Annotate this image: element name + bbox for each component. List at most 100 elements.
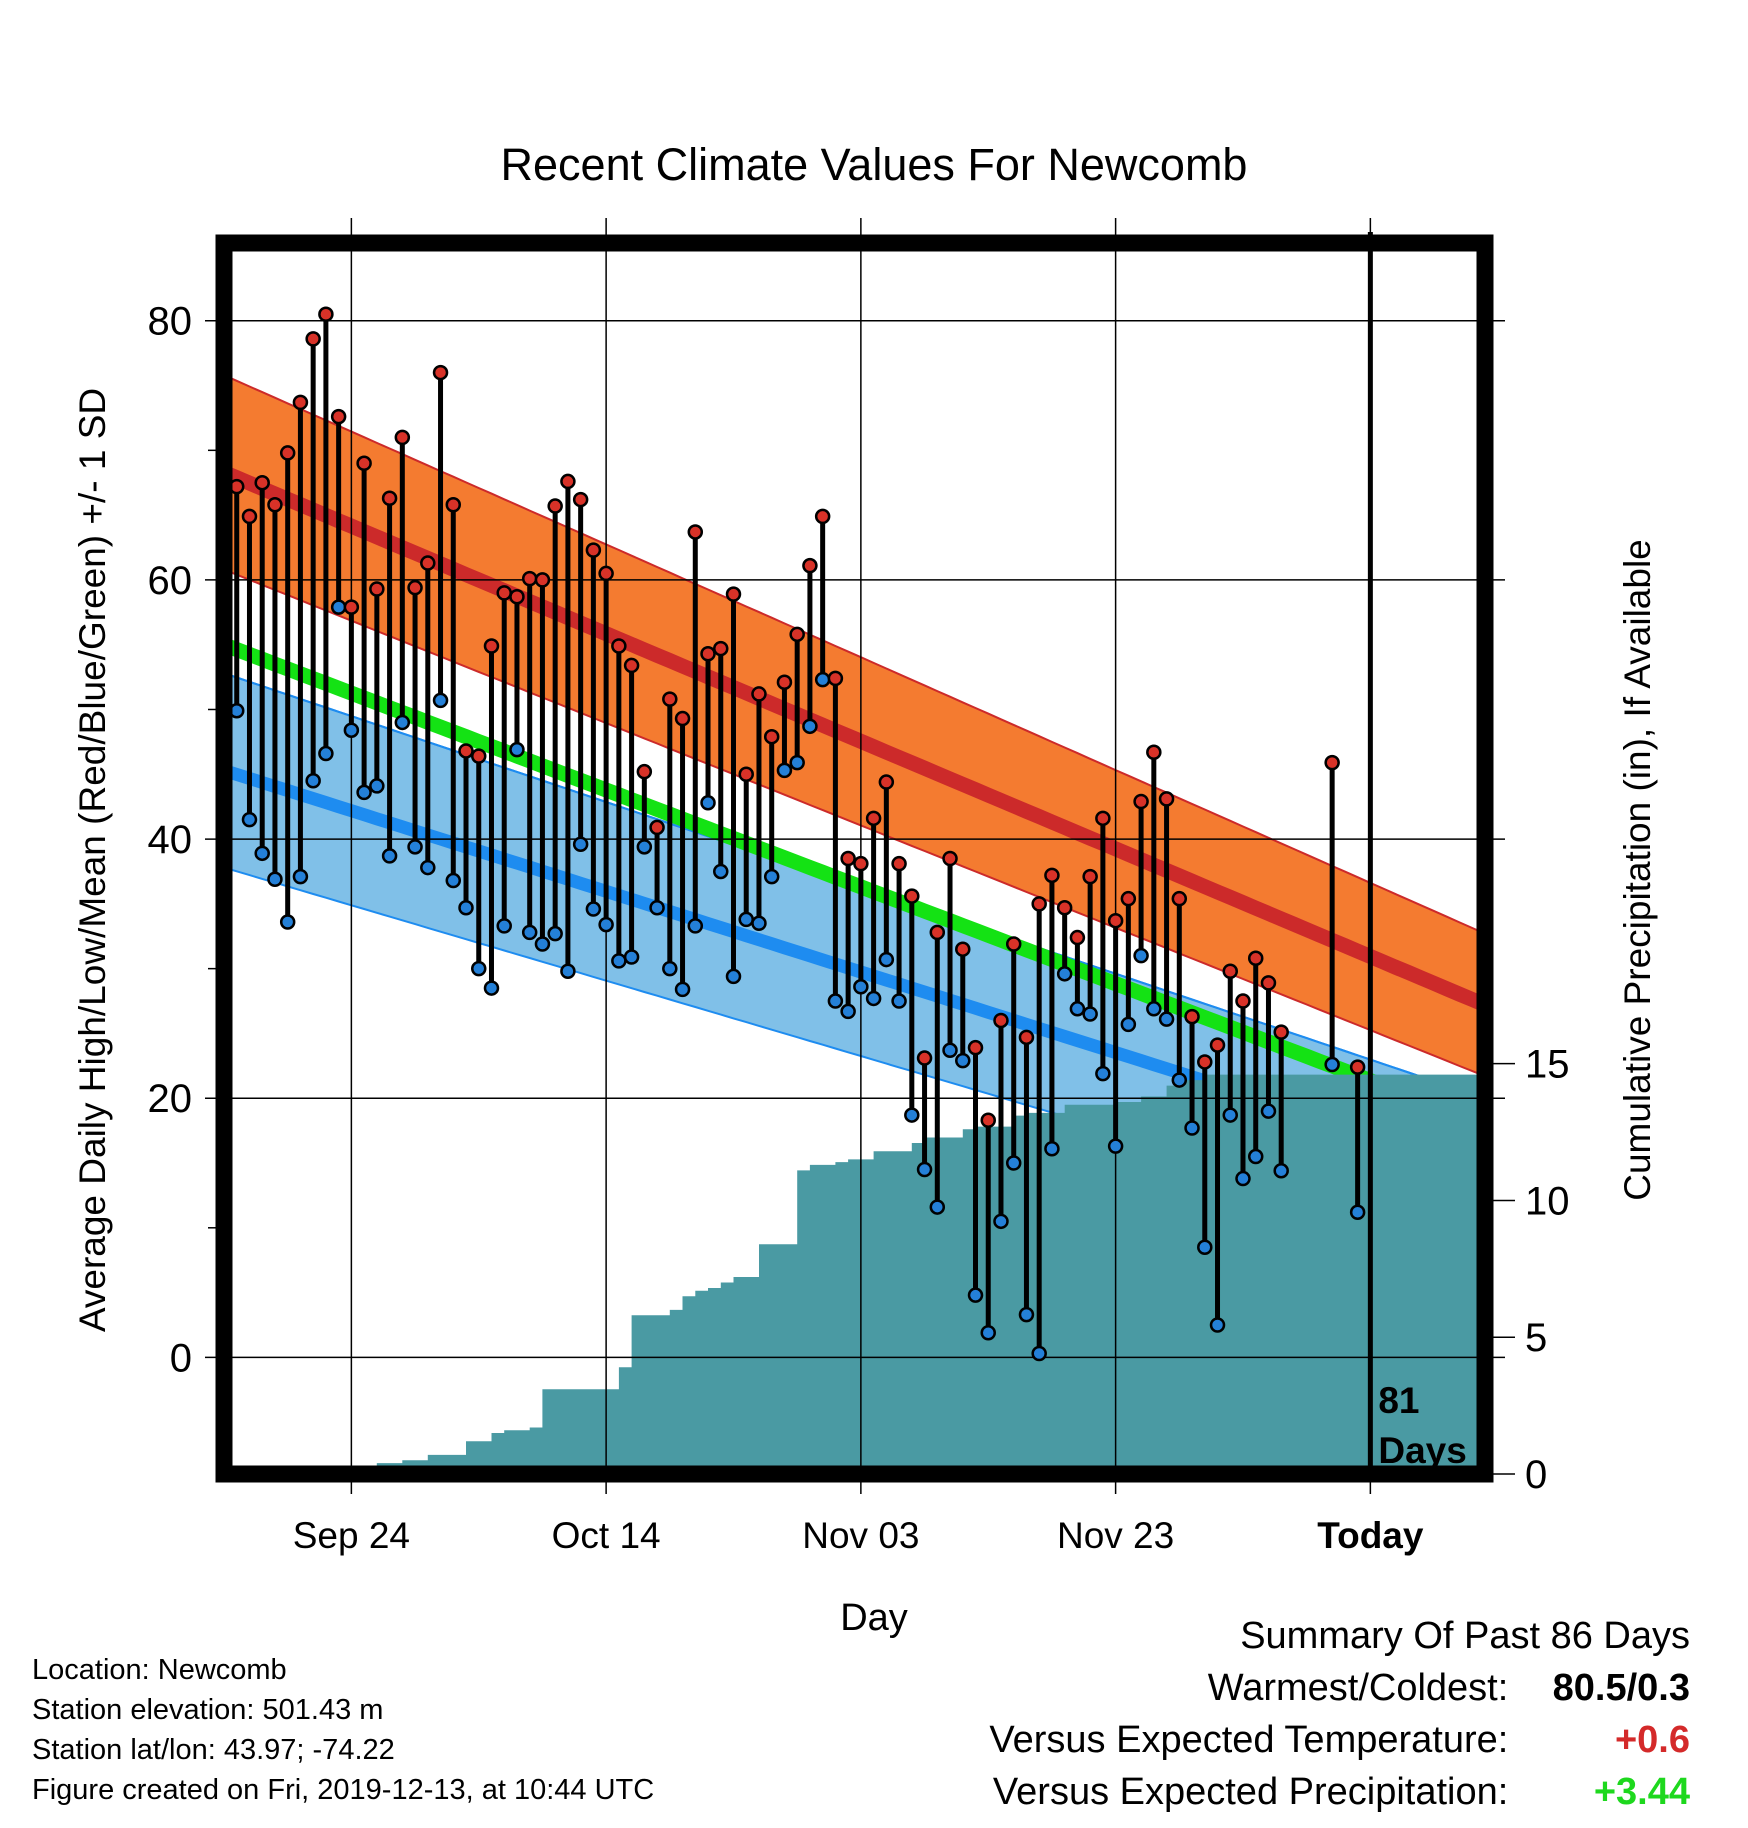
y-tick-label: 40 (148, 818, 193, 862)
low-point (1324, 1056, 1340, 1073)
low-point (623, 949, 640, 965)
low-point (713, 863, 729, 880)
high-point (814, 508, 831, 525)
summary-heading: Summary Of Past 86 Days (1240, 1615, 1690, 1657)
high-point (496, 585, 512, 601)
high-point (458, 743, 474, 759)
low-point (776, 762, 793, 779)
low-point (534, 936, 551, 952)
high-point (420, 555, 436, 571)
high-point (267, 496, 283, 513)
low-point (572, 836, 589, 852)
high-point (980, 1112, 996, 1128)
x-axis-label: Day (840, 1597, 908, 1639)
high-point (470, 748, 487, 764)
high-point (611, 638, 627, 654)
low-point (1273, 1163, 1289, 1179)
high-point (1209, 1037, 1226, 1053)
high-point (636, 763, 653, 780)
low-point (916, 1161, 933, 1178)
high-point (967, 1039, 984, 1056)
high-point (1158, 791, 1175, 807)
high-point (547, 498, 563, 514)
high-point (942, 850, 958, 867)
high-point (254, 474, 270, 491)
y-axis-label: Average Daily High/Low/Mean (Red/Blue/Gr… (72, 388, 113, 1332)
summary-warmest-label: Warmest/Coldest: (1207, 1667, 1509, 1709)
high-point (700, 646, 716, 662)
low-point (1044, 1141, 1060, 1157)
high-point (318, 306, 334, 323)
high-point (1146, 744, 1162, 760)
low-point (254, 845, 270, 862)
low-point (763, 868, 780, 885)
high-point (1133, 793, 1149, 810)
high-point (483, 638, 500, 654)
high-point (1197, 1054, 1213, 1070)
y2-tick-label: 15 (1525, 1043, 1570, 1087)
high-point (1018, 1029, 1035, 1046)
low-point (1146, 1001, 1162, 1017)
high-point (649, 819, 665, 836)
high-point (1107, 912, 1124, 929)
y-tick-label: 0 (170, 1336, 192, 1380)
high-point (751, 686, 767, 702)
chart-title: Recent Climate Values For Newcomb (501, 139, 1248, 190)
high-point (381, 490, 398, 507)
low-point (1018, 1306, 1035, 1323)
high-point (1324, 754, 1340, 771)
low-point (904, 1107, 920, 1123)
low-point (292, 868, 309, 885)
high-point (1260, 975, 1277, 991)
high-point (560, 473, 576, 490)
high-point (585, 542, 602, 558)
high-point (789, 626, 805, 643)
summary-temp-value: +0.6 (1614, 1719, 1690, 1761)
plot-frame (215, 234, 1494, 1483)
high-point (623, 657, 640, 674)
high-point (1235, 993, 1251, 1009)
low-point (1133, 947, 1149, 964)
low-point (1247, 1148, 1264, 1165)
high-point (687, 524, 704, 540)
high-point (904, 888, 920, 904)
low-point (279, 914, 296, 930)
low-point (980, 1325, 996, 1341)
low-point (407, 839, 423, 855)
y2-tick-label: 0 (1525, 1453, 1547, 1497)
plot-area: 81 Days 0 20 40 60 80 0 5 10 15 Sep 24 Oct 14 Nov 03 N… (148, 218, 1570, 1556)
high-point (509, 589, 525, 605)
x-tick-label: Nov 03 (802, 1515, 919, 1556)
low-point (1209, 1317, 1226, 1333)
summary-temp-row: Versus Expected Temperature: +0.6 (989, 1714, 1690, 1766)
low-point (993, 1213, 1009, 1230)
info-elevation: Station elevation: 501.43 m (32, 1694, 384, 1726)
high-point (1171, 890, 1188, 907)
high-point (521, 570, 538, 587)
high-point (305, 331, 321, 347)
high-point (827, 670, 844, 687)
summary-warmest-value: 80.5/0.3 (1552, 1667, 1690, 1709)
high-point (1095, 810, 1111, 827)
low-point (878, 951, 895, 968)
low-point (547, 925, 563, 942)
precipitation-area (338, 1074, 1486, 1474)
high-point (1273, 1024, 1289, 1040)
low-point (789, 754, 805, 771)
high-point (432, 364, 449, 381)
high-point (369, 581, 385, 597)
low-point (483, 980, 500, 996)
summary-panel: Summary Of Past 86 Days Warmest/Coldest:… (989, 1610, 1690, 1818)
info-latlon: Station lat/lon: 43.97; -74.22 (32, 1734, 395, 1766)
info-location: Location: Newcomb (32, 1654, 287, 1686)
y-tick-label: 20 (148, 1077, 193, 1121)
low-point (381, 848, 398, 864)
low-point (649, 899, 665, 916)
low-point (1107, 1138, 1124, 1154)
high-point (725, 586, 742, 602)
low-point (955, 1052, 971, 1069)
low-point (1082, 1006, 1098, 1022)
low-point (1197, 1239, 1213, 1255)
high-point (763, 728, 780, 745)
high-point (662, 691, 678, 707)
